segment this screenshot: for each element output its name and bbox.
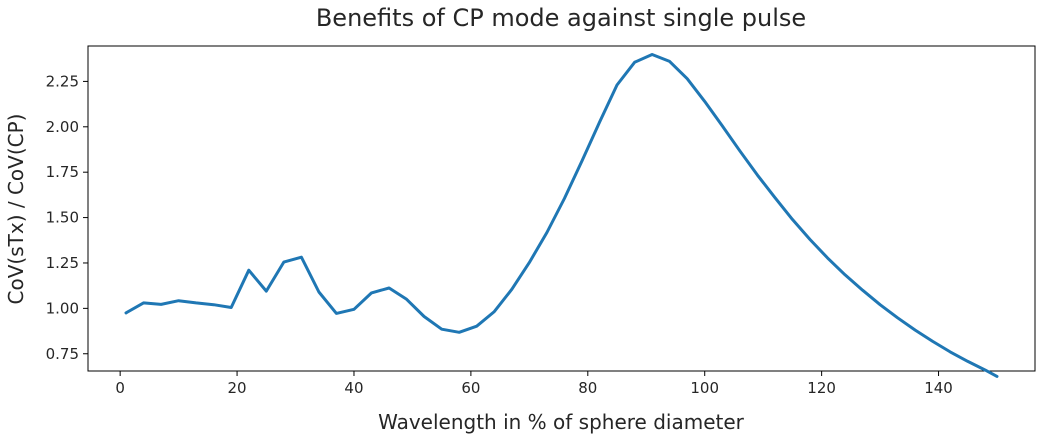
x-tick-label: 60 xyxy=(461,379,480,397)
y-axis-label: CoV(sTx) / CoV(CP) xyxy=(4,114,28,305)
x-tick-label: 80 xyxy=(578,379,597,397)
x-tick-label: 0 xyxy=(115,379,125,397)
x-tick-label: 20 xyxy=(228,379,247,397)
x-tick-label: 120 xyxy=(807,379,836,397)
y-tick-label: 2.25 xyxy=(46,72,79,90)
x-axis-label: Wavelength in % of sphere diameter xyxy=(378,410,745,434)
y-axis-ticks: 0.75 1.00 1.25 1.50 1.75 2.00 2.25 xyxy=(46,72,88,363)
chart-title: Benefits of CP mode against single pulse xyxy=(316,4,806,32)
y-tick-label: 1.25 xyxy=(46,254,79,272)
plot-area xyxy=(87,45,1036,372)
x-tick-label: 140 xyxy=(924,379,953,397)
x-axis-ticks: 0 20 40 60 80 100 120 140 xyxy=(115,371,953,397)
y-tick-label: 0.75 xyxy=(46,345,79,363)
y-tick-label: 1.00 xyxy=(46,299,79,317)
series-line xyxy=(124,53,999,378)
y-tick-label: 1.75 xyxy=(46,163,79,181)
y-tick-label: 1.50 xyxy=(46,209,79,227)
x-tick-label: 100 xyxy=(690,379,719,397)
y-tick-label: 2.00 xyxy=(46,118,79,136)
x-tick-label: 40 xyxy=(344,379,363,397)
